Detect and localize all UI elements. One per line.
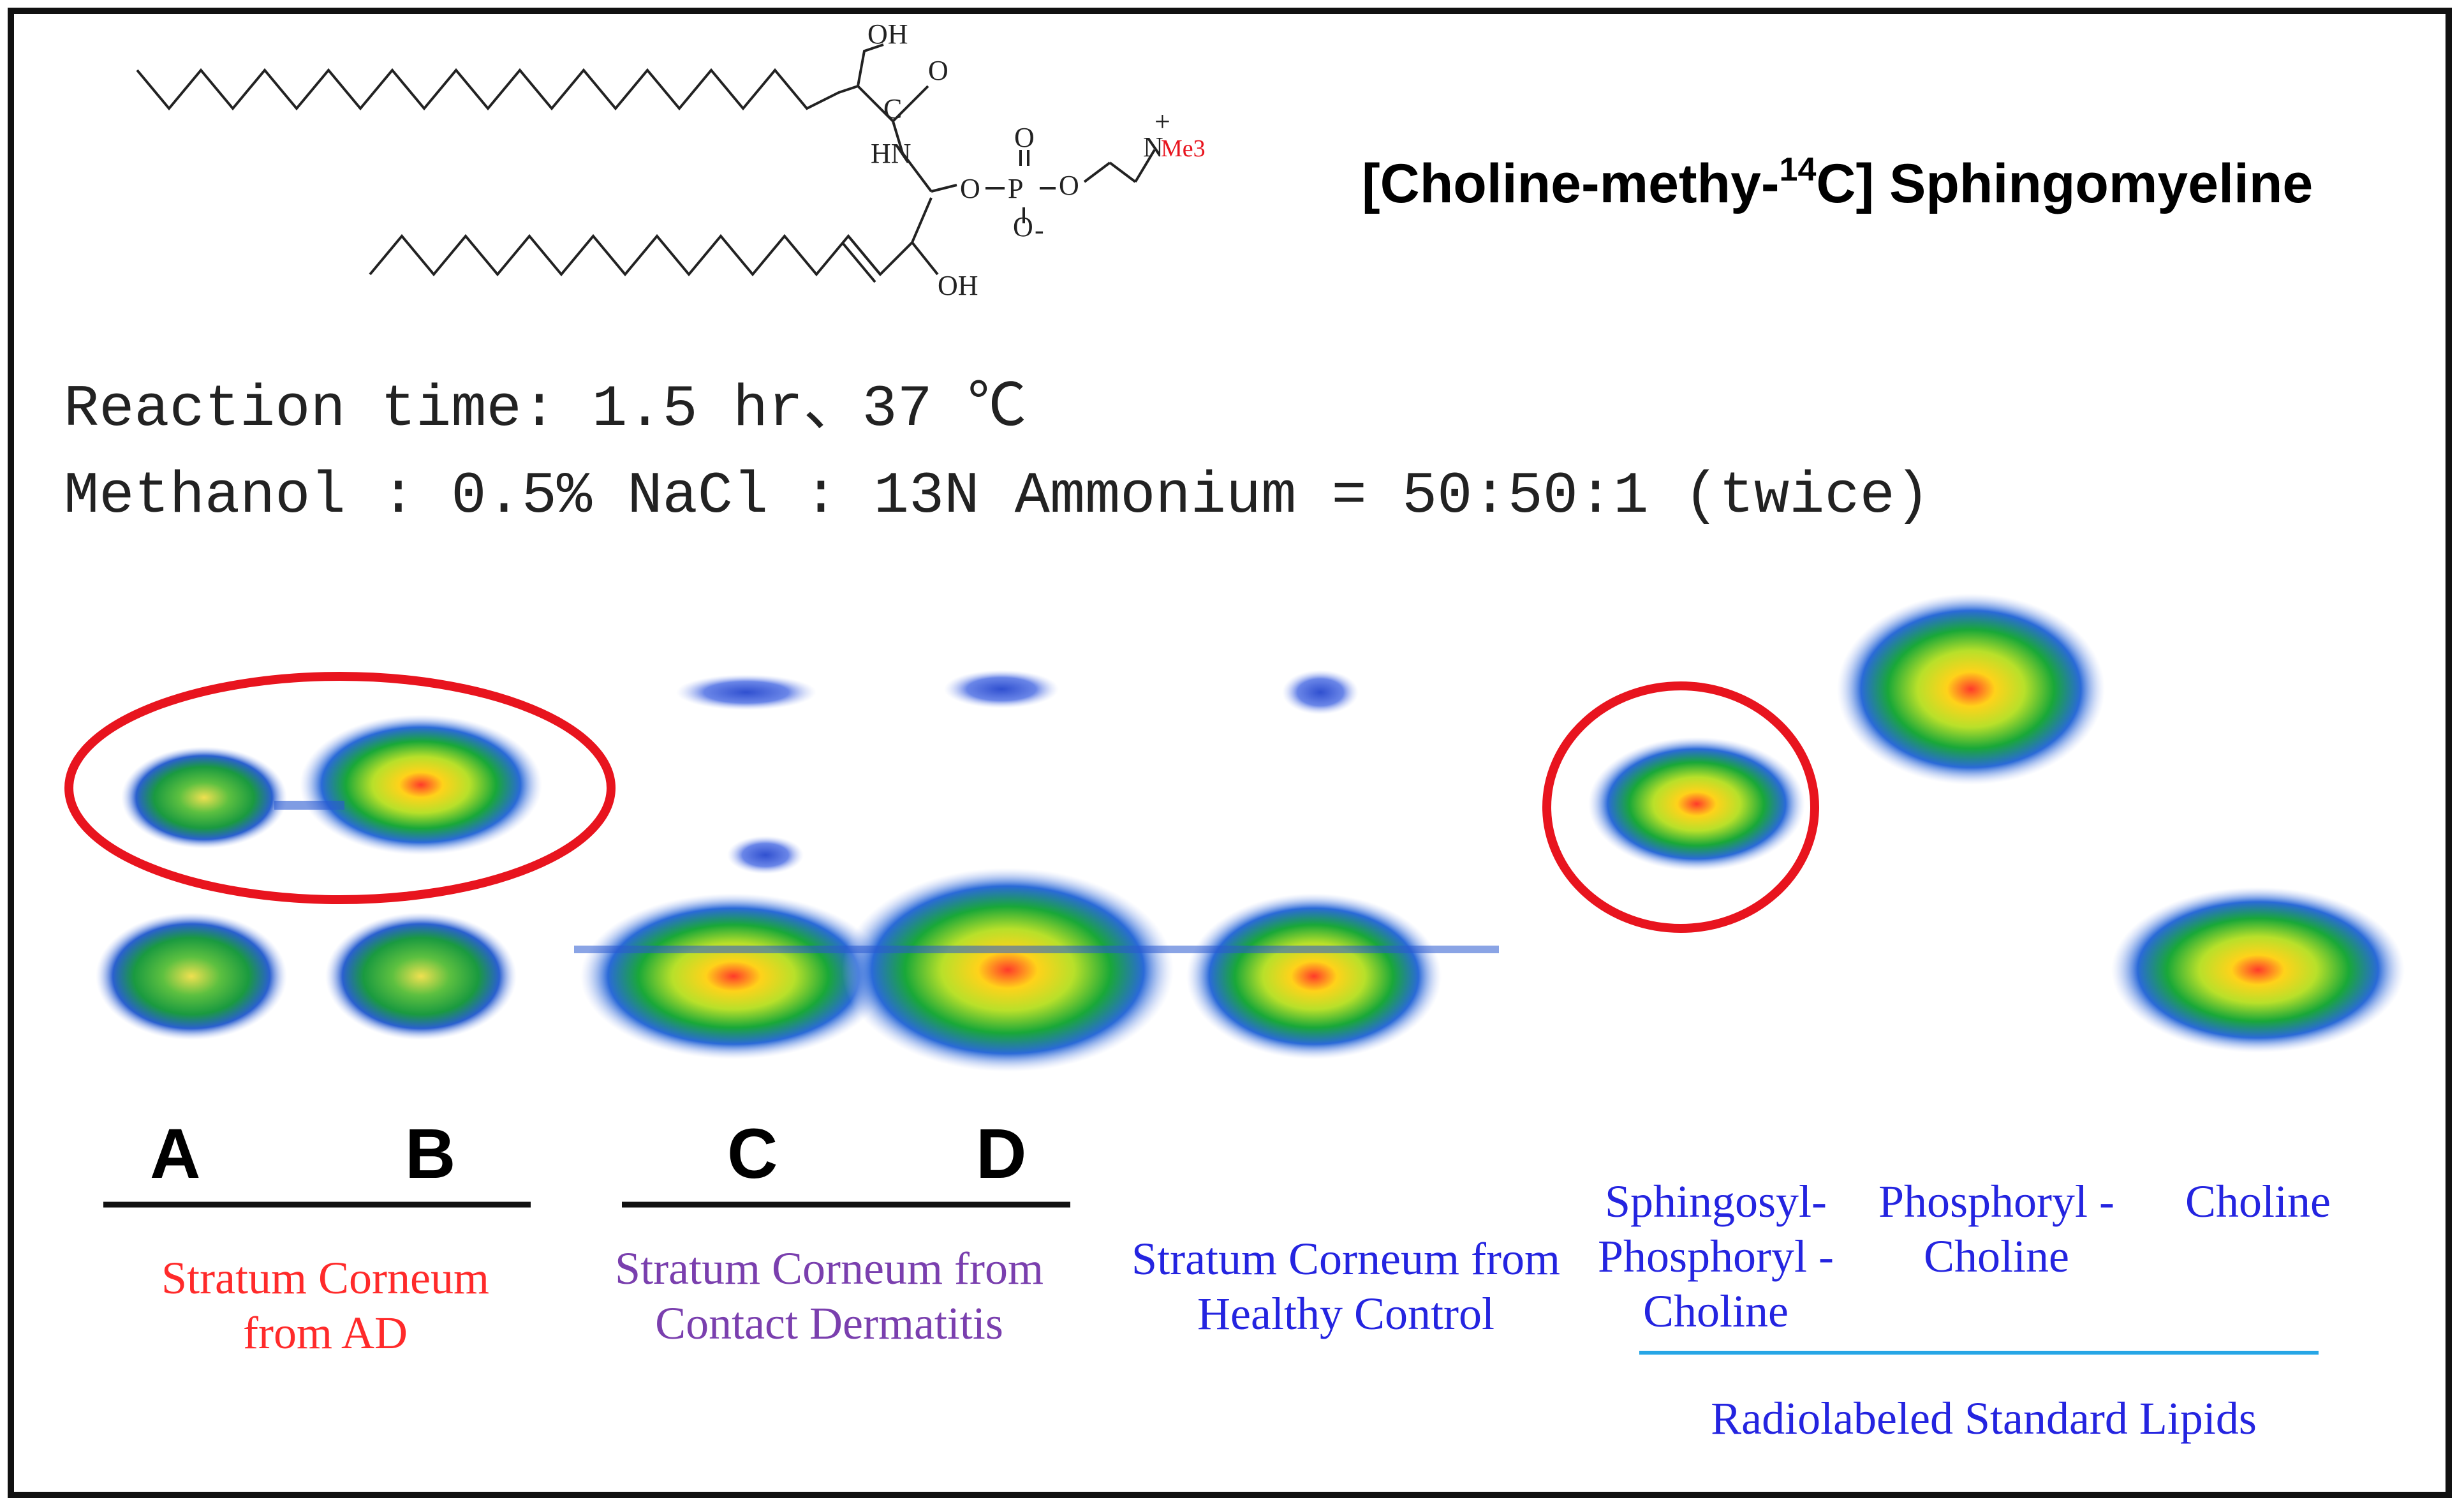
nitrogen-label: N: [1143, 131, 1163, 163]
spot-a-upper: [121, 747, 287, 849]
spot-bridge-ab: [274, 801, 344, 810]
faint-spot-contact-2: [944, 670, 1059, 708]
carbon-label: C: [883, 93, 902, 124]
highlight-ring-spc: [1542, 681, 1819, 933]
faint-spot-healthy: [1282, 670, 1359, 715]
solvent-front-band: [574, 946, 1499, 953]
group-label-ad: Stratum Corneum from AD: [161, 1253, 489, 1358]
standard-label-choline: Choline: [2185, 1176, 2331, 1227]
hydroxyl-label-bottom: OH: [938, 270, 978, 301]
group-label-contact: Stratum Corneum from Contact Dermatitis: [615, 1243, 1044, 1349]
phosphorus-label: P: [1008, 173, 1023, 204]
highlight-ring-ab: [64, 672, 616, 904]
spot-b-upper: [300, 715, 542, 855]
minus-charge-label: -: [1035, 214, 1044, 246]
spot-c-lower: [580, 893, 887, 1059]
phosphate-oxygen-label: O: [1059, 170, 1079, 201]
amide-nh-label: HN: [871, 138, 911, 169]
spot-pc-standard: [1837, 593, 2105, 785]
spot-a-lower: [96, 912, 287, 1040]
standard-label-spc: Sphingosyl- Phosphoryl -Choline: [1597, 1176, 1834, 1337]
spot-d-lower: [842, 868, 1174, 1072]
solvent-conditions: Methanol : 0.5% NaCl : 13N Ammonium = 50…: [64, 463, 1931, 530]
lane-b-label: B: [405, 1115, 456, 1193]
spot-spc-standard: [1588, 737, 1805, 871]
lane-a-label: A: [150, 1115, 201, 1193]
lane-c-label: C: [727, 1115, 778, 1193]
spot-healthy-lower: [1186, 893, 1442, 1059]
spot-choline-standard: [2111, 887, 2405, 1053]
hydroxyl-label-top: OH: [867, 19, 908, 50]
group-label-healthy: Stratum Corneum from Healthy Control: [1132, 1233, 1560, 1339]
title-suffix: C] Sphingomyeline: [1816, 153, 2313, 214]
title-prefix: [Choline-methy-: [1362, 153, 1780, 214]
trimethyl-label: Me3: [1161, 135, 1206, 162]
figure-title: [Choline-methy-14C] Sphingomyeline: [1362, 151, 2313, 216]
fatty-acid-chain: [136, 43, 884, 111]
faint-spot-contact-1: [676, 674, 816, 710]
ester-oxygen-label: O: [960, 173, 980, 204]
plus-charge-label: +: [1155, 106, 1170, 137]
carbonyl-oxygen-label: O: [928, 55, 948, 86]
standards-group-label: Radiolabeled Standard Lipids: [1711, 1393, 2257, 1444]
title-isotope-mass: 14: [1779, 151, 1817, 188]
faint-spot-contact-3: [727, 836, 804, 874]
phosphoryl-oxygen-label: O: [1014, 122, 1035, 153]
spot-b-lower: [325, 912, 517, 1040]
lane-d-label: D: [976, 1115, 1027, 1193]
reaction-conditions: Reaction time: 1.5 hr、37 ℃: [64, 376, 1027, 443]
standard-label-pc: Phosphoryl -Choline: [1878, 1176, 2115, 1282]
anionic-oxygen-label: O: [1013, 211, 1033, 242]
